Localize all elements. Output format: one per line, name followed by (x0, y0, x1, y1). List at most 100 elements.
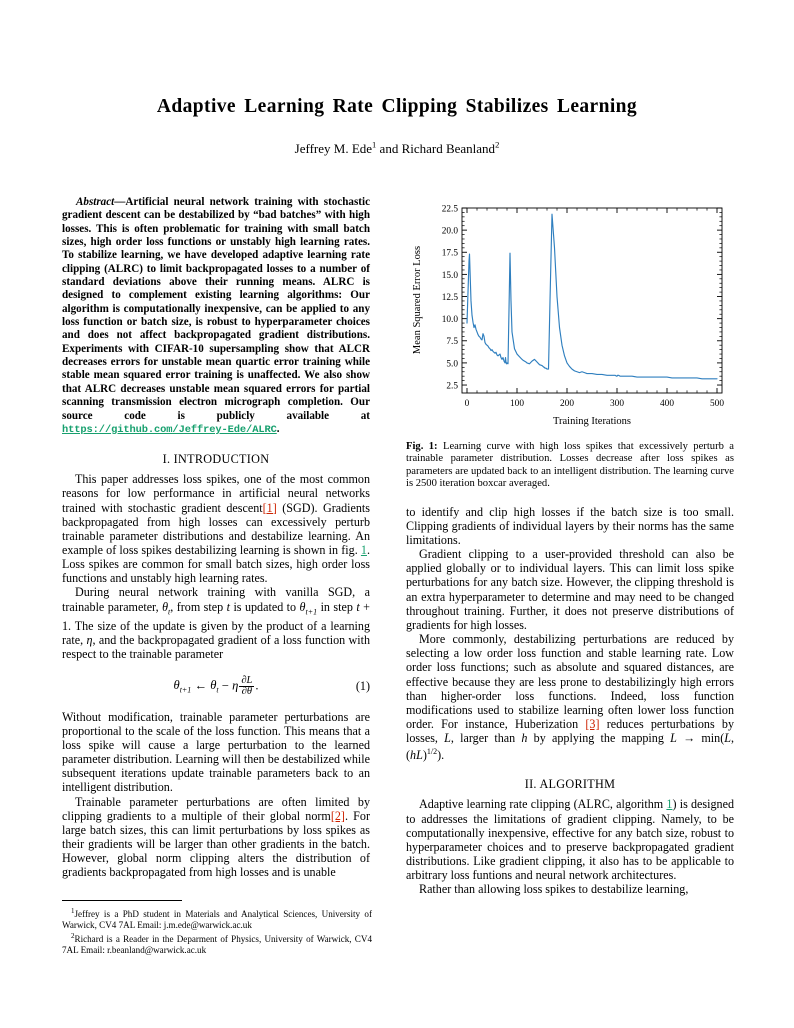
figure-caption: Fig. 1: Learning curve with high loss sp… (406, 441, 734, 491)
authors-text: Jeffrey M. Ede1 and Richard Beanland2 (294, 140, 500, 157)
minor-ticks (462, 208, 722, 393)
math-huber-hL: hL (410, 748, 423, 763)
x-tick-label-5: 500 (710, 399, 724, 409)
eq-theta-t: θt (210, 678, 219, 695)
math-huber-close: )1/2). (422, 747, 445, 763)
math-huber-comma: , ( (406, 731, 734, 763)
intro-p1-part-b: (SGD). Gradients backpropagated from hig… (62, 500, 371, 557)
figure-1: 2.5 5.0 7.5 10.0 12.5 15.0 17.5 20.0 22.5 0 100 20… (406, 196, 734, 491)
math-eta: η (86, 633, 93, 648)
intro-p2-part-b: , from step (170, 599, 227, 614)
chart-frame (461, 207, 723, 394)
math-huber-L2: L (724, 731, 731, 746)
equation-1-number: (1) (355, 678, 370, 693)
y-tick-label-5: 15.0 (442, 271, 459, 281)
figure-caption-label: Fig. 1: (406, 441, 438, 452)
right-p3-part-d: by applying the mapping (527, 731, 671, 746)
y-axis-title: Mean Squared Error Loss (412, 246, 423, 354)
footnote-divider (62, 900, 182, 901)
math-t: t (226, 599, 230, 614)
x-axis-ticks: 0 100 200 300 400 500 (465, 208, 724, 409)
intro-paragraph-1: This paper addresses loss spikes, one of… (62, 472, 370, 585)
intro-p2-part-c: is updated to (230, 599, 300, 614)
right-paragraph-4: Adaptive learning rate clipping (ALRC, a… (406, 797, 734, 882)
eq-frac-numerator: ∂L (239, 674, 255, 687)
y-tick-label-3: 10.0 (442, 315, 459, 325)
right-p3-part-b: reduces perturbations by losses, (406, 716, 735, 746)
abstract-period: . (276, 422, 280, 435)
x-tick-label-1: 100 (510, 399, 524, 409)
footnote-2-text: Richard is a Reader in the Deparment of … (62, 934, 372, 955)
author-list: Jeffrey M. Ede1 and Richard Beanland2 (60, 140, 734, 157)
intro-paragraph-3: Without modification, trainable paramete… (62, 709, 370, 795)
abstract-paragraph: Abstract—Artificial neural network train… (62, 196, 370, 437)
x-tick-label-2: 200 (560, 399, 574, 409)
eq-arrow-icon: ← (194, 678, 208, 693)
x-tick-label-3: 300 (610, 399, 624, 409)
footnote-2-marker: 2 (71, 932, 75, 941)
algorithm-ref-1[interactable]: 1 (666, 797, 673, 812)
citation-2[interactable]: [2] (330, 808, 345, 823)
intro-p2-part-f: , and the backpropagated gradient of a l… (62, 633, 370, 662)
figure-ref-1[interactable]: 1 (360, 542, 367, 557)
left-column: Abstract—Artificial neural network train… (62, 196, 370, 880)
y-tick-label-4: 12.5 (442, 293, 459, 303)
right-paragraph-5: Rather than allowing loss spikes to dest… (419, 882, 689, 897)
math-theta-t1: θt+1 (299, 599, 318, 616)
right-column: 2.5 5.0 7.5 10.0 12.5 15.0 17.5 20.0 22.5 0 100 20… (406, 196, 734, 897)
abstract-text: Artificial neural network training with … (62, 196, 370, 422)
right-paragraph-1: to identify and clip high losses if the … (406, 504, 734, 547)
footnote-1: 1Jeffrey is a PhD student in Materials a… (62, 906, 372, 930)
learning-curve-chart: 2.5 5.0 7.5 10.0 12.5 15.0 17.5 20.0 22.5 0 100 20… (412, 204, 724, 427)
citation-3[interactable]: [3] (585, 716, 600, 731)
intro-p4-part-b: . For large batch sizes, this can limit … (62, 808, 370, 880)
footnote-2: 2Richard is a Reader in the Deparment of… (62, 931, 372, 955)
y-axis-ticks: 2.5 5.0 7.5 10.0 12.5 15.0 17.5 20.0 22.5 (442, 204, 722, 391)
intro-paragraph-2: During neural network training with vani… (62, 585, 370, 661)
x-tick-label-0: 0 (465, 399, 470, 409)
math-t-plus-1: t (356, 599, 360, 614)
x-axis-title: Training Iterations (553, 416, 631, 427)
equation-1: θt+1 ← θt − η ∂L ∂θ. (1) (62, 671, 370, 702)
citation-1[interactable]: [1] (262, 500, 277, 515)
source-code-link[interactable]: https://github.com/Jeffrey-Ede/ALRC (62, 423, 277, 436)
math-theta-t: θt (162, 599, 171, 616)
eq-period: . (255, 678, 259, 693)
figure-caption-text: Learning curve with high loss spikes tha… (406, 441, 734, 490)
right-p3-part-a: More commonly, destabilizing perturbatio… (406, 632, 734, 731)
y-tick-label-1: 5.0 (446, 359, 458, 369)
y-tick-label-7: 20.0 (442, 227, 459, 237)
page-title: Adaptive Learning Rate Clipping Stabiliz… (156, 96, 638, 117)
y-tick-label-2: 7.5 (446, 337, 458, 347)
intro-paragraph-4: Trainable parameter perturbations are of… (62, 795, 370, 880)
x-tick-label-4: 400 (660, 399, 674, 409)
footnotes: 1Jeffrey is a PhD student in Materials a… (62, 906, 372, 956)
equation-1-body: θt+1 ← θt − η ∂L ∂θ. (62, 674, 370, 699)
right-p4-part-a: Adaptive learning rate clipping (ALRC, a… (419, 797, 667, 812)
eq-frac-denominator: ∂θ (241, 686, 252, 698)
intro-p2-part-a: During neural network training with vani… (62, 585, 370, 614)
right-p3-part-c: , larger than (450, 731, 522, 746)
footnote-1-text: Jeffrey is a PhD student in Materials an… (62, 909, 372, 930)
heading-introduction: I. INTRODUCTION (162, 452, 270, 467)
math-huber-min: min( (701, 731, 725, 746)
math-L: L (444, 731, 451, 746)
intro-p1-part-c: . Loss spikes are common for small batch… (62, 542, 370, 586)
abstract-dash: — (114, 196, 126, 208)
heading-algorithm: II. ALGORITHM (524, 777, 616, 792)
eq-eta: η (232, 678, 239, 693)
eq-minus: − (221, 678, 229, 693)
loss-curve-line (466, 213, 718, 380)
intro-p2-part-d: in step (317, 599, 357, 614)
eq-theta-t1: θt+1 (173, 678, 192, 695)
right-p4-part-b: ) is designed to addresses the limitatio… (406, 797, 734, 883)
y-tick-label-6: 17.5 (442, 249, 459, 259)
intro-p2-part-e: . The size of the update is given by the… (62, 619, 370, 648)
y-tick-label-0: 2.5 (446, 381, 458, 391)
math-huber-mapping: L (670, 731, 677, 746)
footnote-1-marker: 1 (71, 907, 75, 915)
right-paragraph-3: More commonly, destabilizing perturbatio… (406, 632, 734, 762)
abstract-label: Abstract (76, 196, 115, 208)
math-huber-arrow-icon: → (676, 731, 702, 746)
